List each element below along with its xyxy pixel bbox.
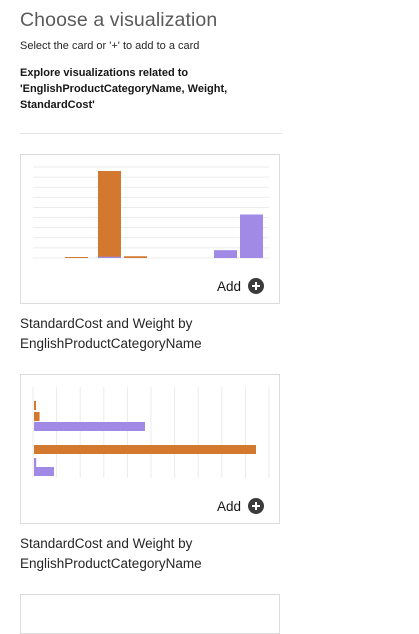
panel-subtitle: Select the card or '+' to add to a card: [20, 40, 200, 52]
add-circle-icon: [248, 498, 264, 514]
visualization-card-bar-chart[interactable]: Add: [20, 374, 280, 524]
explore-heading: Explore visualizations related to 'Engli…: [20, 67, 228, 111]
column-chart: [33, 166, 269, 259]
weight-bar: [34, 445, 256, 454]
visualization-card-column-chart[interactable]: Add: [20, 154, 280, 304]
weight-bar: [65, 257, 88, 258]
standard-cost-bar: [34, 422, 145, 431]
standard-cost-bar: [240, 214, 263, 258]
add-button[interactable]: Add: [217, 498, 264, 514]
add-button-label: Add: [216, 498, 241, 514]
weight-bar: [124, 256, 147, 258]
add-button[interactable]: Add: [217, 278, 264, 294]
standard-cost-bar: [34, 458, 37, 467]
standard-cost-bar: [34, 467, 54, 476]
visualization-card[interactable]: [20, 594, 280, 634]
card-caption: StandardCost and Weight by EnglishProduc…: [20, 536, 202, 571]
add-circle-icon: [248, 278, 264, 294]
weight-bar: [98, 171, 121, 258]
standard-cost-bar: [214, 250, 237, 258]
divider: [20, 133, 282, 134]
weight-bar: [34, 412, 40, 421]
panel-title: Choose a visualization: [20, 9, 218, 31]
add-button-label: Add: [216, 278, 241, 294]
weight-bar: [34, 401, 36, 410]
bar-chart: [32, 387, 270, 478]
standard-cost-bar: [98, 256, 121, 258]
card-caption: StandardCost and Weight by EnglishProduc…: [20, 316, 202, 351]
